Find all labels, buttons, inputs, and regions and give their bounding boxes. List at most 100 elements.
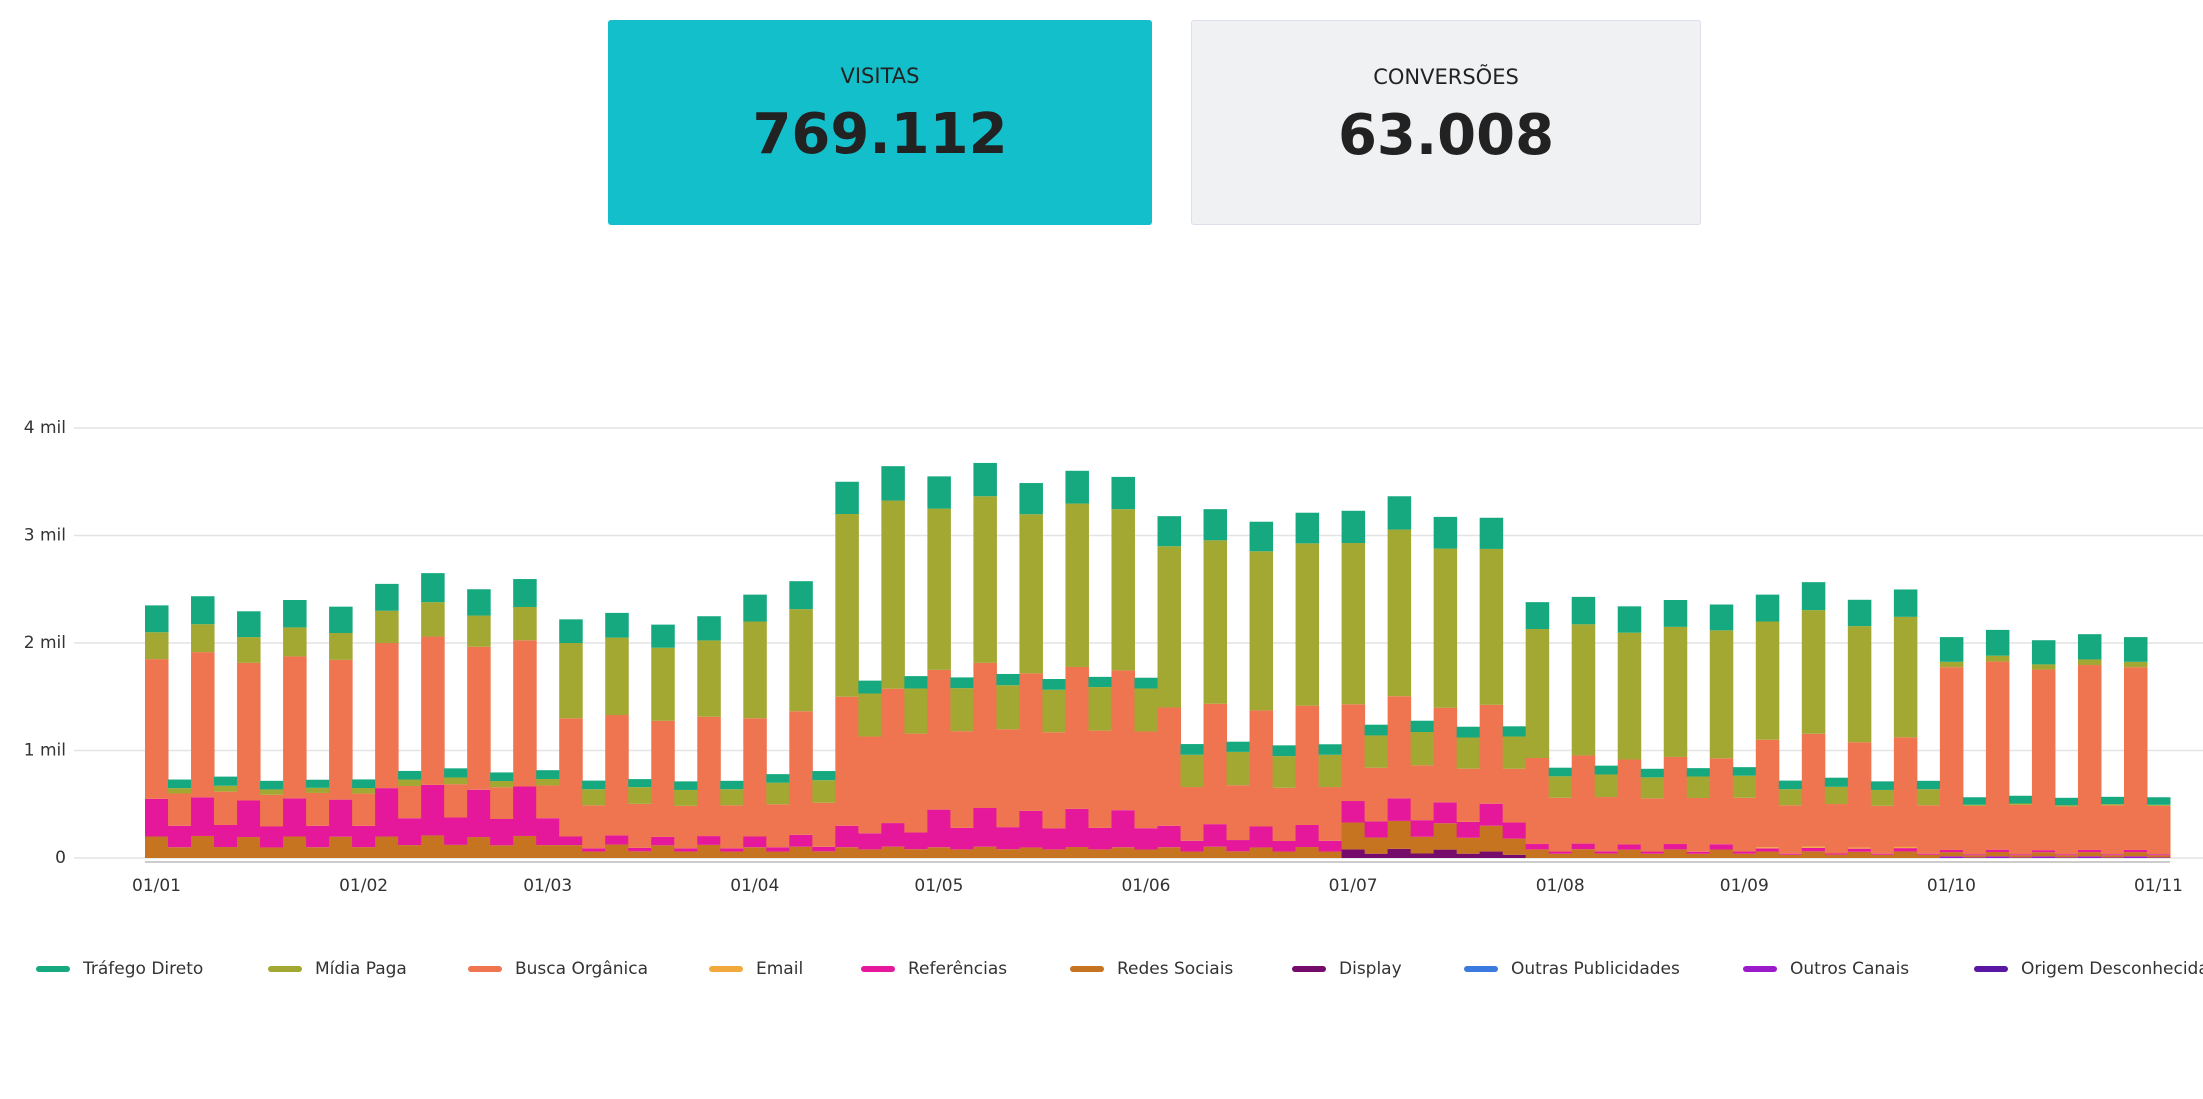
bar-segment	[1410, 732, 1435, 766]
bar-segment	[1042, 679, 1066, 690]
bar-segment	[2008, 803, 2033, 805]
bar-segment	[1640, 798, 1665, 852]
bar-segment	[1318, 840, 1343, 852]
bar-segment	[1042, 689, 1066, 733]
bar-segment	[1111, 476, 1135, 510]
bar-segment	[1824, 777, 1849, 787]
bar-segment	[1962, 804, 1987, 806]
bar-segment	[1755, 621, 1780, 740]
x-tick-label: 01/04	[730, 876, 779, 896]
bar-segment	[1847, 848, 1872, 852]
bar-segment	[1180, 744, 1205, 755]
bar-segment	[1341, 543, 1366, 705]
bar-segment	[651, 845, 675, 858]
bar-segment	[1801, 582, 1826, 611]
bar-segment	[1111, 509, 1135, 671]
bar-segment	[536, 770, 560, 779]
bar-segment	[375, 610, 399, 643]
bar-segment	[1893, 616, 1918, 738]
bar-segment	[329, 799, 353, 837]
bar-segment	[1847, 851, 1872, 858]
bar-segment	[1709, 849, 1734, 858]
bar-segment	[1157, 847, 1182, 858]
bar-segment	[145, 632, 169, 660]
bar-segment	[559, 845, 583, 858]
bar-segment	[329, 659, 353, 800]
bar-segment	[260, 780, 284, 790]
bar-segment	[2077, 856, 2102, 858]
bar-segment	[329, 836, 353, 858]
bar-segment	[467, 837, 491, 858]
bar-segment	[1479, 548, 1504, 705]
bar-segment	[651, 647, 675, 721]
bar-segment	[927, 669, 951, 810]
bar-segment	[1939, 849, 1964, 853]
bar-segment	[1870, 854, 1895, 858]
bar-segment	[1525, 849, 1550, 858]
bar-segment	[766, 847, 790, 852]
bar-segment	[536, 845, 560, 858]
bar-segment	[720, 851, 744, 858]
bar-segment	[973, 496, 997, 663]
bar-segment	[651, 624, 675, 648]
bar-segment	[168, 825, 192, 848]
bar-segment	[1502, 854, 1527, 858]
bar-segment	[858, 849, 882, 858]
bar-segment	[2100, 805, 2125, 855]
bar-segment	[2008, 795, 2033, 804]
bar-segment	[1433, 548, 1458, 708]
bar-segment	[1479, 825, 1504, 852]
bar-segment	[2123, 856, 2148, 858]
bar-segment	[1203, 824, 1228, 847]
bar-segment	[2031, 852, 2056, 857]
bar-segment	[720, 780, 744, 790]
bar-segment	[1893, 589, 1918, 617]
bar-segment	[2008, 857, 2033, 858]
bar-segment	[812, 780, 836, 803]
bar-segment	[329, 633, 353, 660]
bar-segment	[1272, 787, 1297, 842]
bar-segment	[904, 733, 928, 833]
bar-segment	[214, 776, 238, 786]
bar-segment	[559, 643, 583, 719]
bar-segment	[1801, 846, 1826, 848]
bar-segment	[1272, 841, 1297, 852]
bar-segment	[1341, 510, 1366, 544]
bar-segment	[191, 596, 215, 625]
bar-segment	[1387, 496, 1412, 530]
kpi-value: 769.112	[752, 102, 1008, 167]
bar-segment	[1042, 828, 1066, 850]
bar-segment	[1364, 724, 1389, 736]
bar-segment	[1663, 844, 1688, 850]
bar-segment	[1663, 626, 1688, 757]
bar-segment	[996, 849, 1020, 858]
bar-segment	[651, 720, 675, 837]
bar-segment	[2100, 854, 2125, 856]
bar-segment	[1985, 851, 2010, 857]
bar-segment	[789, 834, 813, 847]
bar-segment	[1686, 798, 1711, 852]
bar-segment	[559, 718, 583, 837]
bar-segment	[1433, 849, 1458, 858]
bar-segment	[1180, 754, 1205, 788]
bar-segment	[1157, 516, 1182, 547]
bar-segment	[1548, 851, 1573, 854]
bar-segment	[1571, 624, 1596, 756]
bar-segment	[1801, 733, 1826, 847]
bar-segment	[513, 606, 537, 641]
y-tick-label: 4 mil	[24, 418, 66, 438]
bar-segment	[1916, 853, 1941, 855]
bar-segment	[1709, 604, 1734, 631]
bar-segment	[1939, 667, 1964, 850]
bar-segment	[237, 837, 261, 858]
bar-segment	[2100, 796, 2125, 805]
bar-segment	[1525, 758, 1550, 845]
bar-segment	[1410, 720, 1435, 733]
bar-segment	[1732, 797, 1757, 852]
bar-segment	[2054, 854, 2079, 856]
bar-segment	[950, 849, 974, 858]
bar-segment	[927, 476, 951, 509]
bar-segment	[904, 849, 928, 858]
bar-segment	[1364, 821, 1389, 838]
bar-segment	[168, 847, 192, 858]
